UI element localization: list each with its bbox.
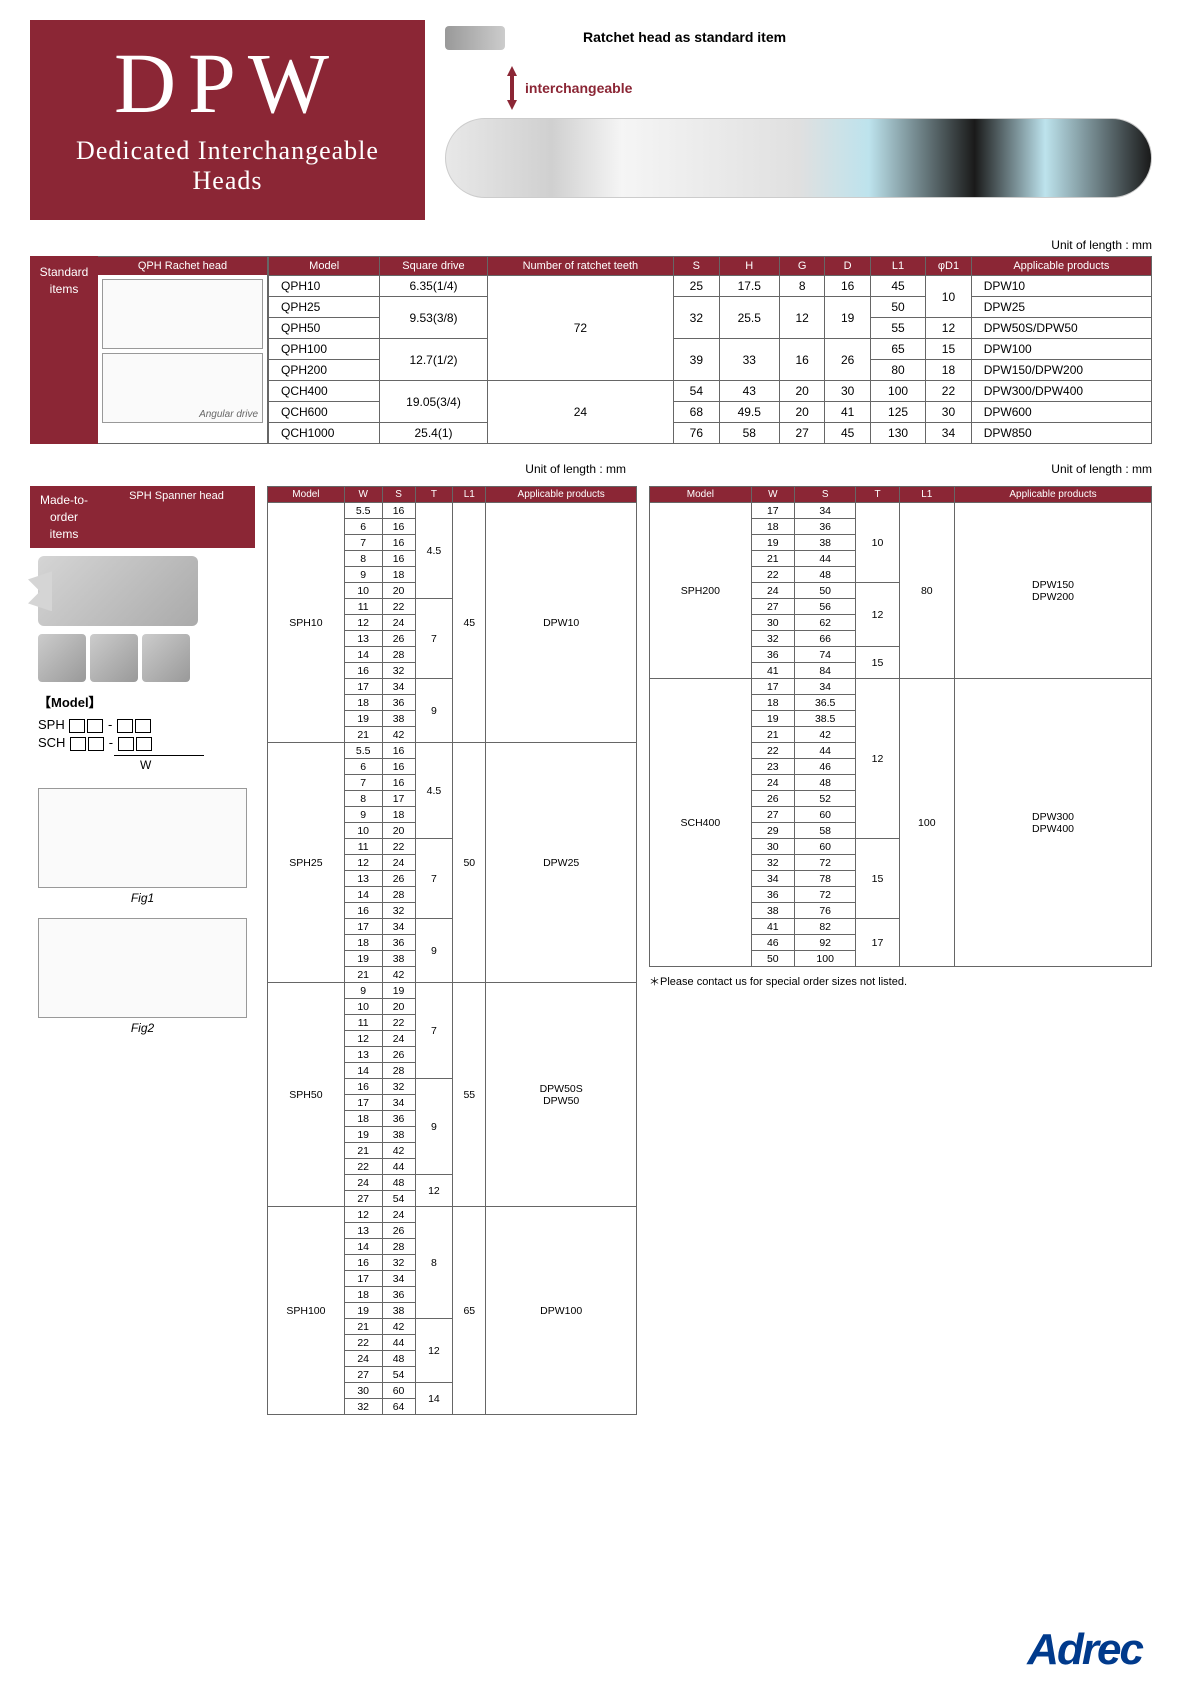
order-note: ＊Please contact us for special order siz… — [649, 973, 1152, 989]
sph-header: SPH Spanner head — [98, 486, 255, 548]
table-row: SPH255.5164.550DPW25 — [268, 743, 637, 759]
col-header: Model — [268, 487, 345, 503]
sch-equation: SCH - — [38, 735, 247, 751]
col-header: W — [344, 487, 382, 503]
qph-diagram-col: QPH Rachet head Angular drive — [98, 256, 268, 444]
sph-table-right: ModelWSTL1Applicable productsSPH20017341… — [649, 486, 1152, 967]
hero: DPW Dedicated Interchangeable Heads Ratc… — [30, 20, 1152, 220]
col-header: Model — [650, 487, 752, 503]
col-header: S — [794, 487, 855, 503]
tool-photo — [445, 118, 1152, 198]
ratchet-icon — [445, 26, 505, 50]
w-label: W — [140, 758, 247, 772]
qph-table: ModelSquare driveNumber of ratchet teeth… — [268, 256, 1152, 444]
sph-section: Made-to-order items SPH Spanner head 【Mo… — [30, 486, 1152, 1415]
std-item-label: Ratchet head as standard item — [583, 29, 786, 45]
col-header: D — [825, 257, 870, 276]
col-header: S — [674, 257, 719, 276]
col-header: G — [779, 257, 824, 276]
col-header: S — [382, 487, 415, 503]
interchangeable-label: interchangeable — [505, 66, 1152, 110]
unit-label-2: Unit of length : mm — [30, 462, 626, 476]
col-header: L1 — [870, 257, 925, 276]
col-header: T — [856, 487, 899, 503]
col-header: L1 — [899, 487, 954, 503]
col-header: Applicable products — [486, 487, 637, 503]
fig1-diagram: Fig1 — [38, 788, 247, 888]
product-subtitle: Dedicated Interchangeable Heads — [58, 136, 397, 196]
hero-images: Ratchet head as standard item interchang… — [445, 20, 1152, 198]
product-code: DPW — [58, 40, 397, 126]
fig2-diagram: Fig2 — [38, 918, 247, 1018]
col-header: Model — [269, 257, 380, 276]
col-header: Square drive — [380, 257, 487, 276]
table-row: SPH20017341080DPW150 DPW200 — [650, 503, 1152, 519]
col-header: Applicable products — [955, 487, 1152, 503]
qph-diagram-2: Angular drive — [102, 353, 263, 423]
made-label: Made-to-order items — [30, 486, 98, 548]
col-header: φD1 — [926, 257, 971, 276]
col-header: H — [719, 257, 779, 276]
made-col: Made-to-order items SPH Spanner head 【Mo… — [30, 486, 255, 1026]
unit-label-1: Unit of length : mm — [30, 238, 1152, 252]
qph-header: QPH Rachet head — [98, 257, 267, 275]
col-header: Applicable products — [971, 257, 1151, 276]
col-header: W — [751, 487, 794, 503]
table-row: SPH1001224865DPW100 — [268, 1207, 637, 1223]
hero-banner: DPW Dedicated Interchangeable Heads — [30, 20, 425, 220]
sph-table-left: ModelWSTL1Applicable productsSPH105.5164… — [267, 486, 637, 1415]
qph-diagram-1 — [102, 279, 263, 349]
table-row: SPH105.5164.545DPW10 — [268, 503, 637, 519]
standard-items-label: Standard items — [30, 256, 98, 444]
table-row: SCH400173412100DPW300 DPW400 — [650, 679, 1152, 695]
col-header: Number of ratchet teeth — [487, 257, 673, 276]
small-wrenches — [38, 634, 247, 682]
wrench-photo — [38, 556, 198, 626]
updown-arrow-icon — [505, 66, 519, 110]
col-header: L1 — [453, 487, 486, 503]
table-row: SPH50919755DPW50S DPW50 — [268, 983, 637, 999]
model-heading: 【Model】 — [38, 692, 247, 711]
unit-label-3: Unit of length : mm — [638, 462, 1152, 476]
brand-logo: Adrec — [1027, 1625, 1142, 1675]
col-header: T — [415, 487, 453, 503]
sph-equation: SPH - — [38, 717, 247, 733]
qph-section: Standard items QPH Rachet head Angular d… — [30, 256, 1152, 444]
